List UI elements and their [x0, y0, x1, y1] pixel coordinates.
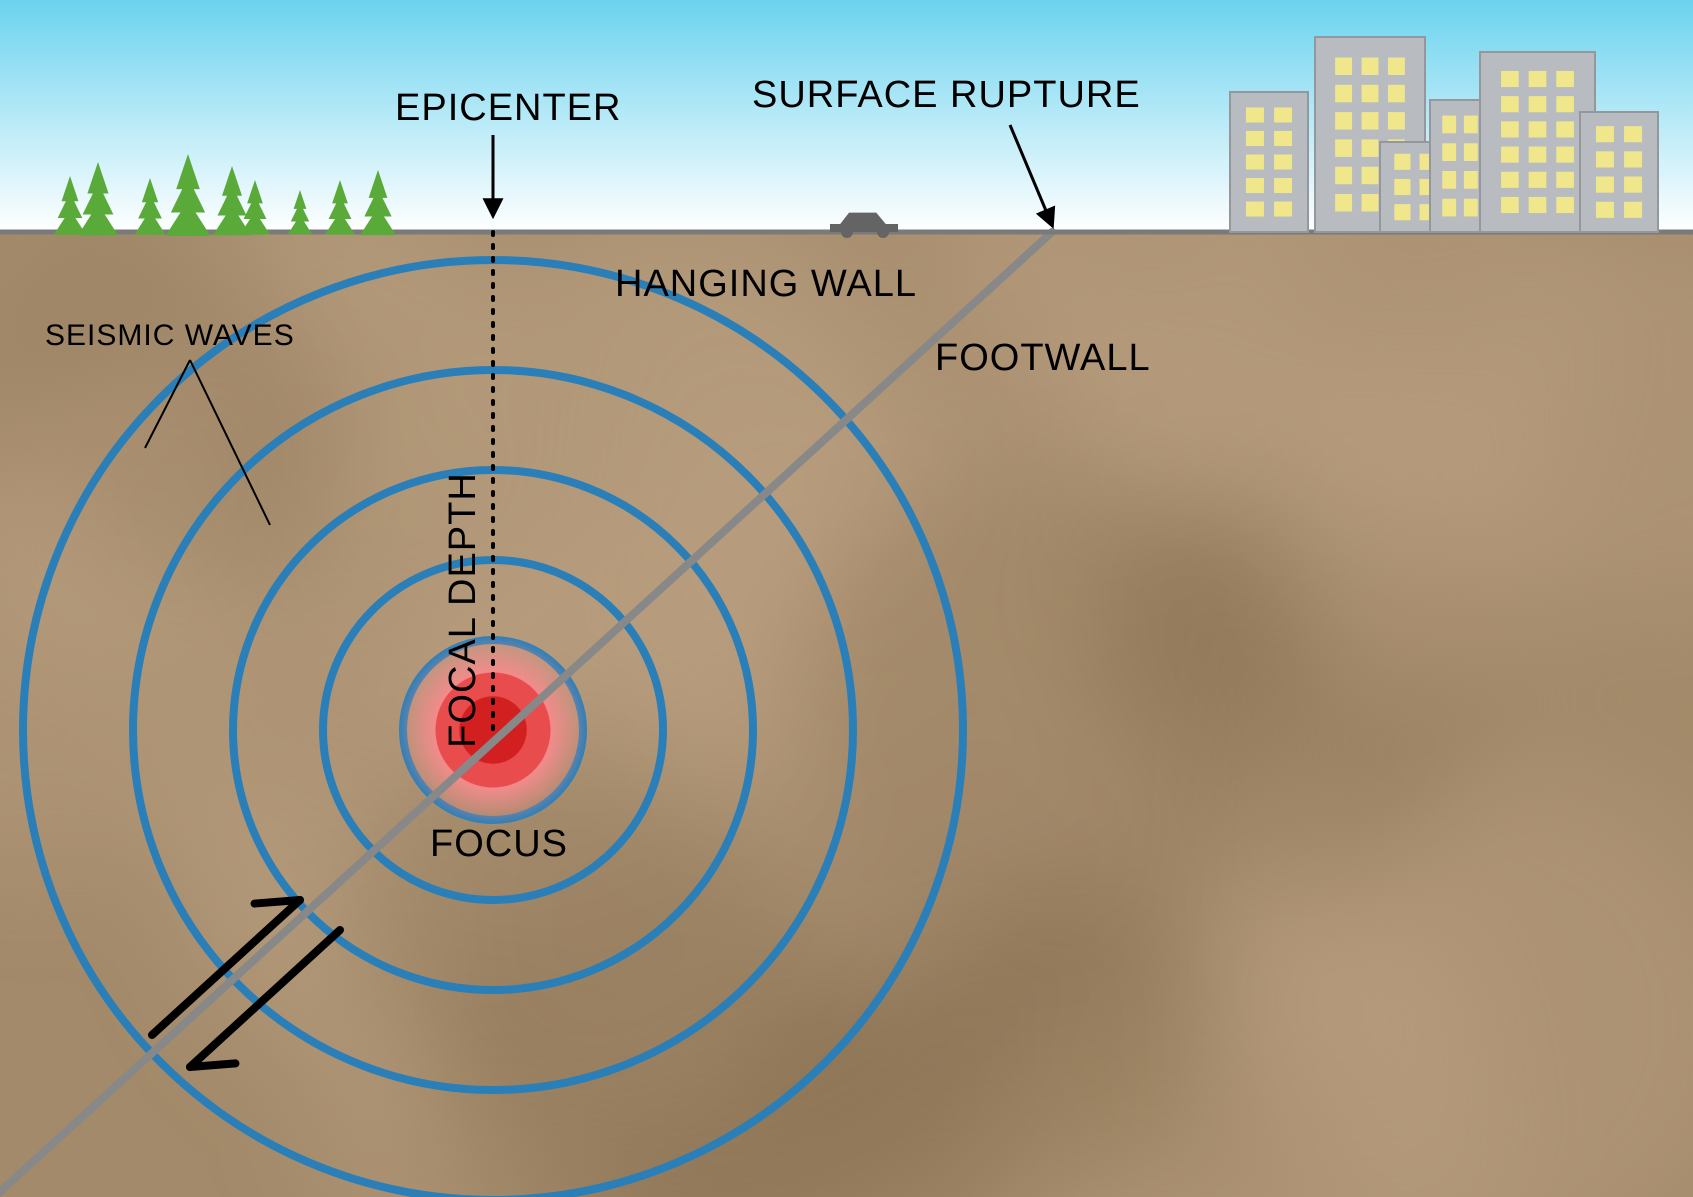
hanging-wall-label: HANGING WALL — [615, 263, 917, 305]
footwall-label: FOOTWALL — [935, 337, 1151, 379]
seismic-waves-label: SEISMIC WAVES — [45, 319, 295, 352]
focal-depth-label: FOCAL DEPTH — [442, 472, 484, 748]
focus-label: FOCUS — [430, 823, 568, 865]
epicenter-label: EPICENTER — [395, 87, 621, 129]
surface-rupture-label: SURFACE RUPTURE — [752, 74, 1141, 116]
